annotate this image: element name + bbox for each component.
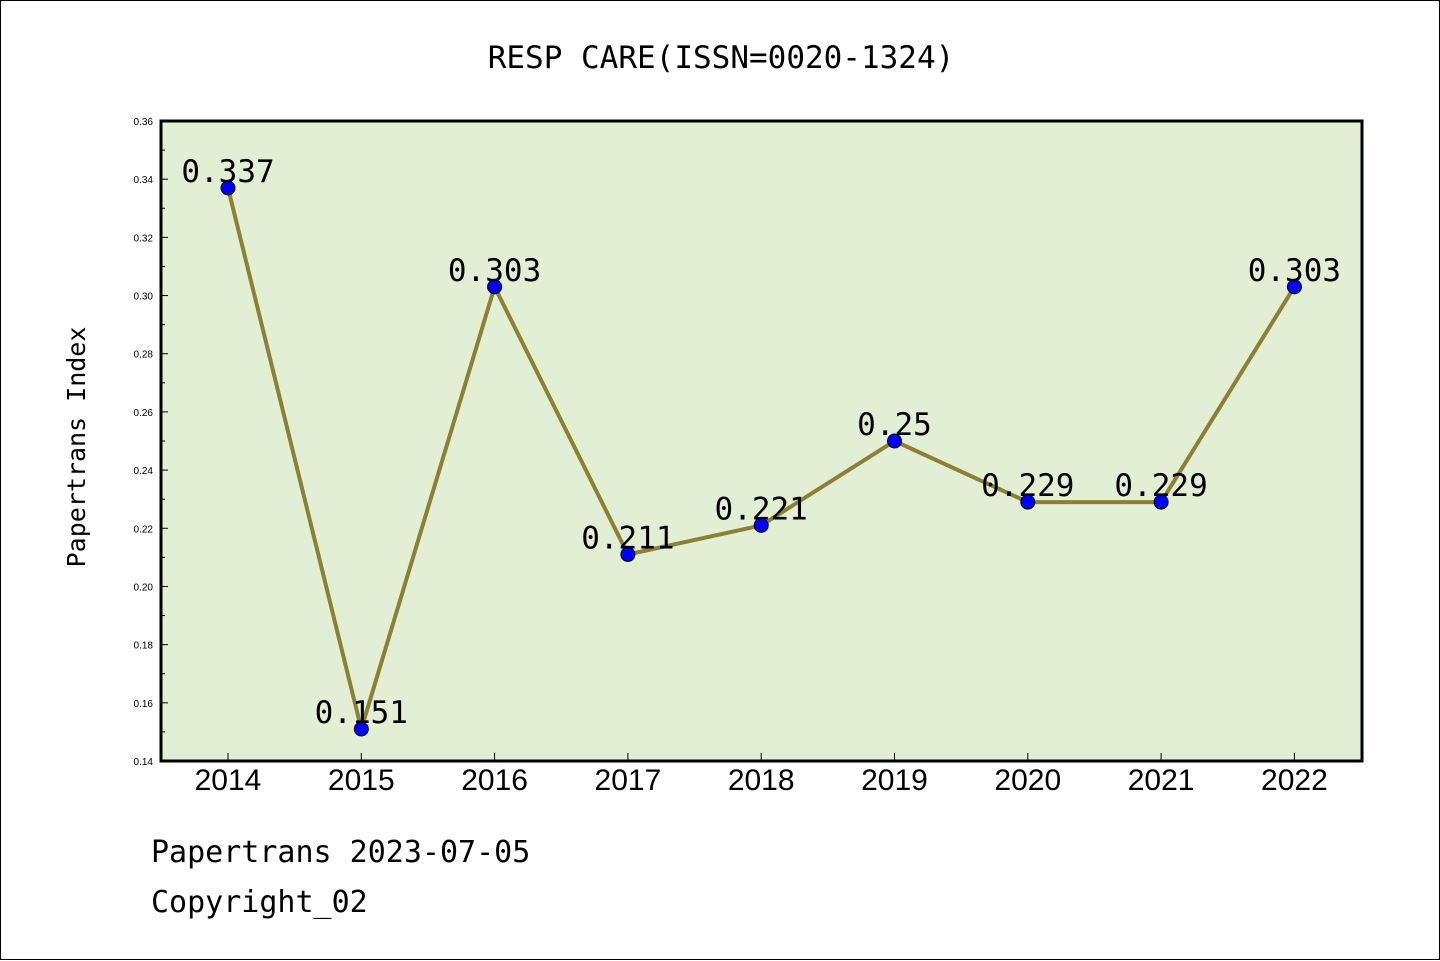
- data-label: 0.25: [857, 407, 932, 443]
- x-tick-label: 2022: [1261, 764, 1328, 797]
- plot-area: [159, 119, 1364, 763]
- x-tick-label: 2021: [1128, 764, 1195, 797]
- data-point: [487, 279, 503, 295]
- y-tick-label: 0.26: [134, 408, 154, 419]
- y-tick-label: 0.34: [134, 175, 154, 186]
- footer-date: Papertrans 2023-07-05: [151, 835, 531, 870]
- data-point: [220, 180, 236, 196]
- x-tick-label: 2019: [861, 764, 928, 797]
- x-tick-label: 2016: [461, 764, 528, 797]
- y-tick-label: 0.16: [134, 699, 154, 710]
- x-tick-label: 2015: [328, 764, 395, 797]
- chart-title: RESP CARE(ISSN=0020-1324): [488, 40, 955, 76]
- data-point: [620, 546, 636, 562]
- data-point: [1153, 494, 1169, 510]
- y-tick-label: 0.32: [134, 233, 154, 244]
- y-axis: 0.14 0.16 0.18 0.20 0.22 0.24 0.26 0.28 0.30 0.32…: [134, 117, 168, 768]
- x-tick-label: 2018: [728, 764, 795, 797]
- data-point: [887, 433, 902, 449]
- y-tick-label: 0.18: [134, 641, 154, 652]
- data-point: [1286, 279, 1302, 295]
- data-label: 0.229: [1114, 468, 1207, 504]
- x-tick-label: 2017: [595, 764, 662, 797]
- y-tick-label: 0.14: [134, 757, 154, 768]
- data-label: 0.303: [1248, 253, 1341, 289]
- data-label: 0.151: [315, 695, 408, 731]
- data-label: 0.221: [715, 491, 808, 527]
- data-point: [753, 517, 769, 533]
- y-tick-label: 0.20: [134, 582, 154, 593]
- data-labels: 0.337 0.151 0.303 0.211 0.221 0.25 0.229 0.229 0…: [181, 154, 1341, 731]
- y-tick-label: 0.24: [134, 466, 154, 477]
- series-points: [220, 180, 1302, 737]
- footer-copyright: Copyright_02: [151, 885, 368, 920]
- x-tick-label: 2014: [195, 764, 262, 797]
- y-axis-label: Papertrans Index: [62, 327, 91, 568]
- data-point: [353, 721, 369, 737]
- data-label: 0.229: [981, 468, 1074, 504]
- y-tick-label: 0.22: [134, 524, 154, 535]
- y-tick-label: 0.30: [134, 292, 154, 303]
- x-axis: 2014 2015 2016 2017 2018 2019 2020 2021 2022: [195, 753, 1328, 797]
- x-tick-label: 2020: [994, 764, 1061, 797]
- y-tick-label: 0.36: [134, 117, 154, 128]
- y-tick-label: 0.28: [134, 350, 154, 361]
- data-label: 0.337: [181, 154, 274, 190]
- data-label: 0.303: [448, 253, 541, 289]
- data-point: [1020, 494, 1036, 510]
- data-label: 0.211: [581, 520, 674, 556]
